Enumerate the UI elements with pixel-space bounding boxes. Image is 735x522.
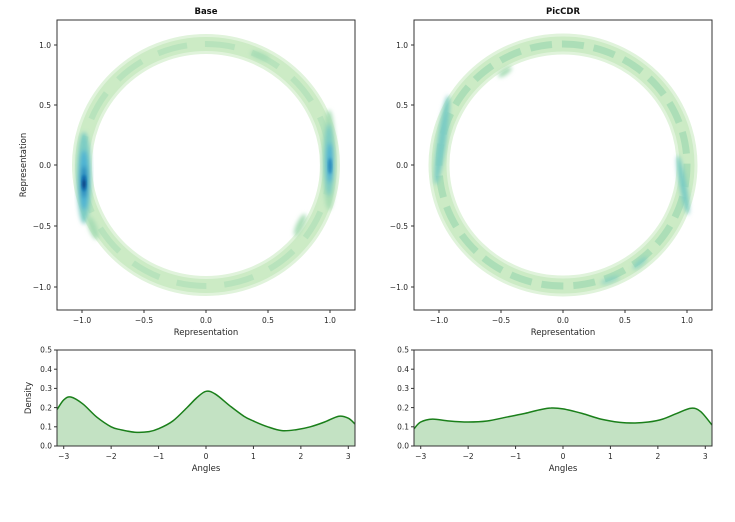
xtick-label: −1 [153, 452, 164, 461]
ytick-label: −1.0 [33, 283, 51, 292]
ytick-label: −0.5 [390, 222, 408, 231]
ytick-label: 0.3 [397, 384, 409, 393]
xtick-label: 0.0 [200, 316, 212, 325]
panel-piccdr-kde2d: PicCDR 1.0 0.5 0.0 −0.5 −1.0 [390, 7, 713, 338]
xtick-label: −0.5 [135, 316, 153, 325]
xlabel-base: Representation [174, 328, 239, 338]
ylabel-base: Representation [19, 133, 29, 198]
ytick-label: 0.0 [396, 161, 408, 170]
xtick-label: −1.0 [430, 316, 448, 325]
yticks-density-piccdr: 0.0 0.1 0.2 0.3 0.4 0.5 [397, 346, 414, 451]
xtick-label: 2 [298, 452, 303, 461]
xtick-label: −3 [58, 452, 69, 461]
ytick-label: 1.0 [39, 41, 51, 50]
frame-piccdr [413, 19, 713, 311]
xtick-label: 1 [608, 452, 613, 461]
xtick-label: −2 [463, 452, 474, 461]
ytick-label: 0.0 [397, 442, 409, 451]
xtick-label: −2 [106, 452, 117, 461]
ytick-label: 0.1 [40, 423, 52, 432]
ytick-label: 0.5 [396, 101, 408, 110]
density-area-piccdr [414, 407, 712, 446]
ytick-label: 0.0 [40, 442, 52, 451]
xtick-label: 3 [346, 452, 351, 461]
xlabel-piccdr: Representation [531, 328, 596, 338]
density-line-base [57, 390, 355, 434]
ytick-label: 0.1 [397, 423, 409, 432]
xtick-label: 0.5 [262, 316, 274, 325]
xtick-label: −0.5 [492, 316, 510, 325]
yticks-density-base: 0.0 0.1 0.2 0.3 0.4 0.5 [40, 346, 57, 451]
ytick-label: 0.5 [397, 346, 409, 355]
frame-base [56, 19, 356, 311]
panel-base-kde2d: Base [19, 7, 356, 338]
panel-piccdr-angle-density: 0.0 0.1 0.2 0.3 0.4 0.5 −3 −2 −1 0 1 2 3 Angles [397, 346, 713, 474]
ytick-label: 0.2 [397, 403, 409, 412]
xtick-label: 3 [703, 452, 708, 461]
xticks-density-base: −3 −2 −1 0 1 2 3 [58, 446, 351, 461]
ytick-label: 1.0 [396, 41, 408, 50]
panel-base-angle-density: 0.0 0.1 0.2 0.3 0.4 0.5 −3 −2 −1 0 1 2 3 Angles Den… [24, 346, 356, 474]
ring-piccdr [428, 33, 698, 297]
xlabel-density-piccdr: Angles [549, 464, 578, 474]
xtick-label: 0 [204, 452, 209, 461]
ytick-label: 0.5 [39, 101, 51, 110]
density-line-piccdr [414, 407, 712, 430]
title-piccdr: PicCDR [546, 7, 580, 17]
xtick-label: −3 [415, 452, 426, 461]
ytick-label: −1.0 [390, 283, 408, 292]
title-base: Base [194, 7, 217, 17]
xtick-label: −1.0 [73, 316, 91, 325]
density-area-base [57, 391, 355, 446]
xtick-label: 0 [561, 452, 566, 461]
yticks-base [54, 44, 57, 288]
yticks-piccdr [411, 44, 414, 288]
xticks-density-piccdr: −3 −2 −1 0 1 2 3 [415, 446, 708, 461]
ytick-label: 0.4 [40, 365, 52, 374]
ytick-label: 0.0 [39, 161, 51, 170]
xtick-label: 1.0 [324, 316, 336, 325]
ytick-label: 0.4 [397, 365, 409, 374]
ytick-label: 0.2 [40, 403, 52, 412]
xtick-label: 1 [251, 452, 256, 461]
ring-base [72, 34, 340, 296]
xtick-label: −1 [510, 452, 521, 461]
xtick-label: 2 [655, 452, 660, 461]
xtick-label: 1.0 [681, 316, 693, 325]
xtick-label: 0.0 [557, 316, 569, 325]
xticks-piccdr [438, 310, 688, 313]
ytick-label: 0.3 [40, 384, 52, 393]
xlabel-density-base: Angles [192, 464, 221, 474]
xticks-base [81, 310, 331, 313]
ytick-label: −0.5 [33, 222, 51, 231]
xtick-label: 0.5 [619, 316, 631, 325]
ytick-label: 0.5 [40, 346, 52, 355]
ylabel-density-base: Density [24, 382, 34, 414]
